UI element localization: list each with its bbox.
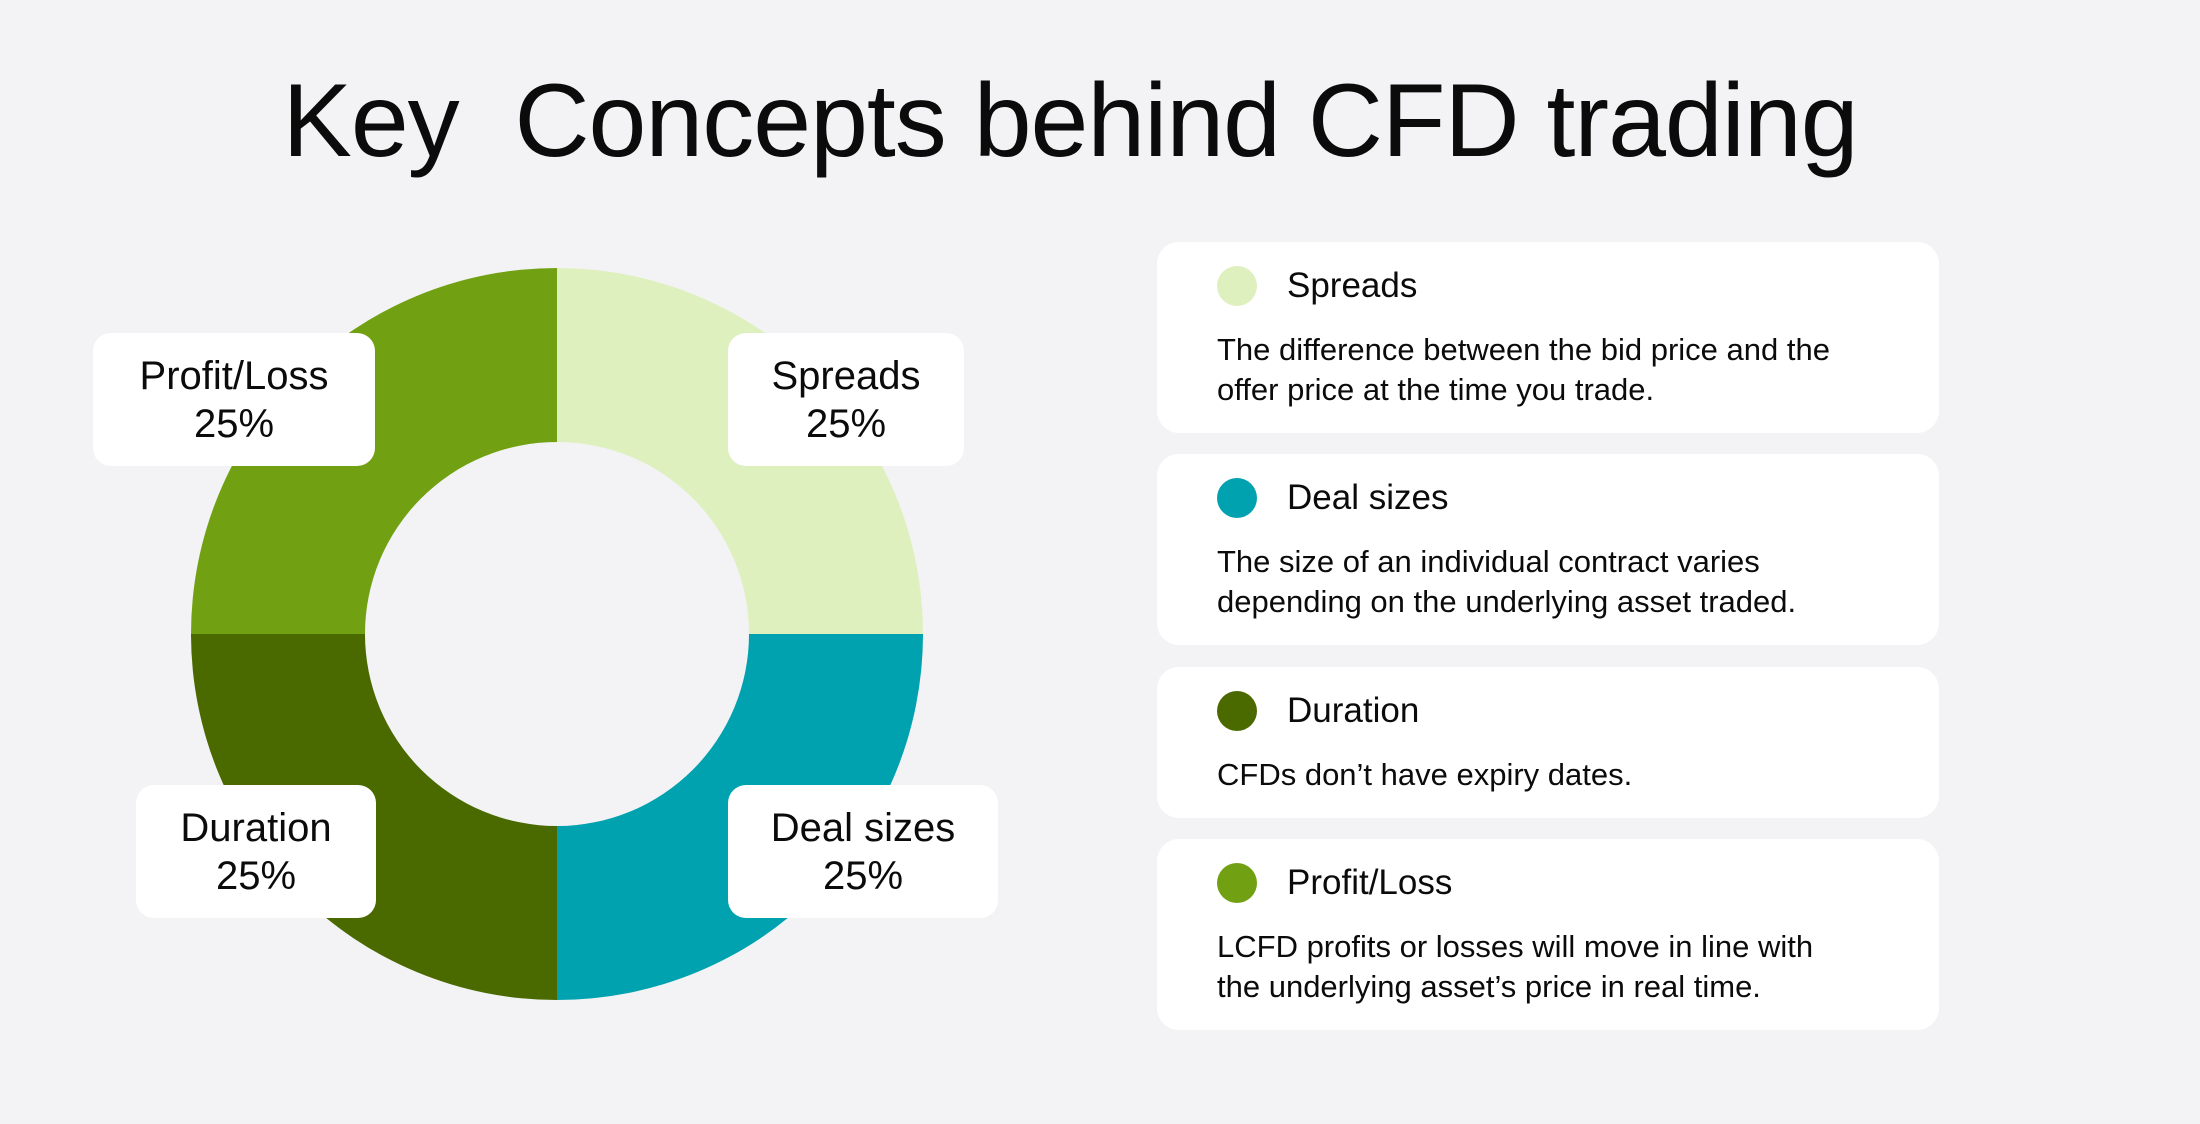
- legend-dot-deal-sizes: [1217, 478, 1257, 518]
- legend-desc-spreads-line1: The difference between the bid price and…: [1217, 332, 1830, 367]
- slice-label-spreads: Spreads 25%: [728, 333, 964, 466]
- slice-label-deal-sizes: Deal sizes 25%: [728, 785, 998, 918]
- legend-name-deal-sizes: Deal sizes: [1287, 478, 1449, 517]
- legend-card-duration: Duration CFDs don’t have expiry dates.: [1157, 667, 1939, 818]
- legend-desc-duration-line1: CFDs don’t have expiry dates.: [1217, 757, 1633, 792]
- legend-dot-spreads: [1217, 266, 1257, 306]
- legend-desc-duration: CFDs don’t have expiry dates.: [1217, 755, 1879, 795]
- legend-dot-profit-loss: [1217, 863, 1257, 903]
- slice-label-duration-name: Duration: [180, 805, 332, 850]
- legend-desc-deal-sizes: The size of an individual contract varie…: [1217, 542, 1879, 622]
- legend-card-profit-loss: Profit/Loss LCFD profits or losses will …: [1157, 839, 1939, 1030]
- slice-label-profit-loss: Profit/Loss 25%: [93, 333, 375, 466]
- slice-label-deal-sizes-name: Deal sizes: [770, 805, 956, 850]
- slice-label-profit-loss-name: Profit/Loss: [139, 353, 329, 398]
- legend-desc-profit-loss: LCFD profits or losses will move in line…: [1217, 927, 1879, 1007]
- legend-dot-duration: [1217, 691, 1257, 731]
- legend-desc-deal-sizes-line2: depending on the underlying asset traded…: [1217, 584, 1797, 619]
- slice-label-spreads-value: 25%: [805, 401, 887, 446]
- legend-desc-spreads: The difference between the bid price and…: [1217, 330, 1879, 410]
- slice-label-profit-loss-value: 25%: [193, 401, 275, 446]
- legend-desc-profit-loss-line1: LCFD profits or losses will move in line…: [1217, 929, 1814, 964]
- legend-name-duration: Duration: [1287, 691, 1420, 730]
- legend-desc-profit-loss-line2: the underlying asset’s price in real tim…: [1217, 969, 1761, 1004]
- legend-name-spreads: Spreads: [1287, 266, 1418, 305]
- slice-label-deal-sizes-value: 25%: [822, 853, 904, 898]
- legend-card-spreads: Spreads The difference between the bid p…: [1157, 242, 1939, 433]
- legend-name-profit-loss: Profit/Loss: [1287, 863, 1453, 902]
- legend-desc-deal-sizes-line1: The size of an individual contract varie…: [1217, 544, 1760, 579]
- legend-desc-spreads-line2: offer price at the time you trade.: [1217, 372, 1655, 407]
- slice-label-spreads-name: Spreads: [771, 353, 921, 398]
- legend-card-deal-sizes: Deal sizes The size of an individual con…: [1157, 454, 1939, 645]
- slice-label-duration: Duration 25%: [136, 785, 376, 918]
- slice-label-duration-value: 25%: [215, 853, 297, 898]
- page-title: Key Concepts behind CFD trading: [282, 63, 1858, 179]
- donut-chart: [191, 268, 923, 1000]
